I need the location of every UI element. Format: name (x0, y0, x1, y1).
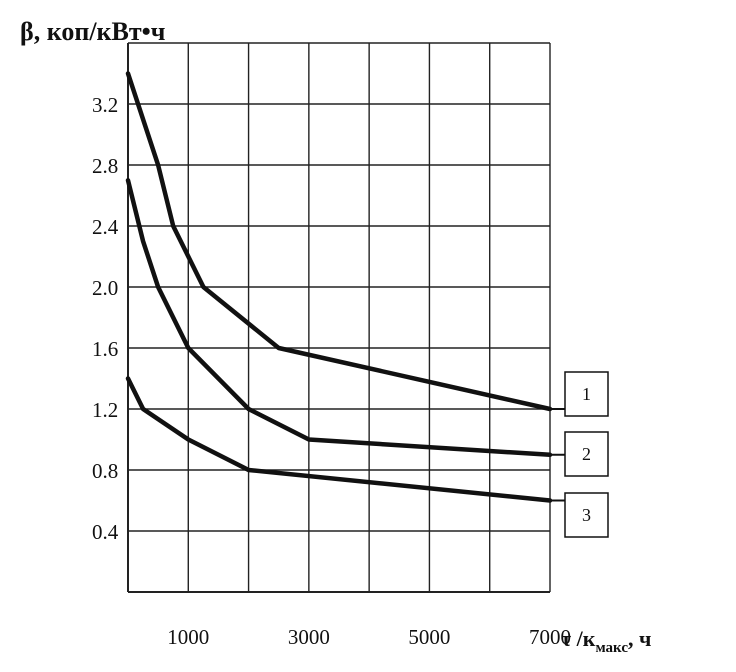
x-axis-label-main: τ /к (561, 626, 596, 651)
x-axis-label: τ /кмакс, ч (561, 626, 651, 656)
legend-box (564, 492, 609, 538)
y-tick-label: 1.2 (92, 398, 118, 422)
grid (127, 42, 551, 593)
legend-label: 3 (582, 505, 591, 525)
x-axis-label-tail: , ч (628, 626, 651, 651)
x-tick-label: 7000 (529, 625, 571, 649)
legend: 1 2 3 (550, 371, 609, 538)
x-tick-label: 5000 (408, 625, 450, 649)
y-axis-label: β, коп/кВт•ч (20, 17, 165, 46)
x-tick-label: 1000 (167, 625, 209, 649)
y-tick-label: 2.4 (92, 215, 119, 239)
legend-box (564, 371, 609, 417)
y-tick-labels: 0.4 0.8 1.2 1.6 2.0 2.4 2.8 3.2 (92, 93, 119, 544)
legend-label: 1 (582, 384, 591, 404)
y-tick-label: 0.4 (92, 520, 119, 544)
y-tick-label: 0.8 (92, 459, 118, 483)
series-line-2 (125, 178, 553, 458)
y-tick-label: 2.0 (92, 276, 118, 300)
legend-label: 2 (582, 444, 591, 464)
series-lines (125, 71, 553, 503)
y-tick-label: 3.2 (92, 93, 118, 117)
y-tick-label: 2.8 (92, 154, 118, 178)
series-line-1 (125, 71, 553, 412)
x-axis-label-sub: макс (595, 640, 628, 656)
legend-box (564, 431, 609, 477)
x-tick-labels: 1000 3000 5000 7000 (167, 625, 571, 649)
series-line-3 (125, 376, 553, 503)
y-tick-label: 1.6 (92, 337, 118, 361)
x-tick-label: 3000 (288, 625, 330, 649)
